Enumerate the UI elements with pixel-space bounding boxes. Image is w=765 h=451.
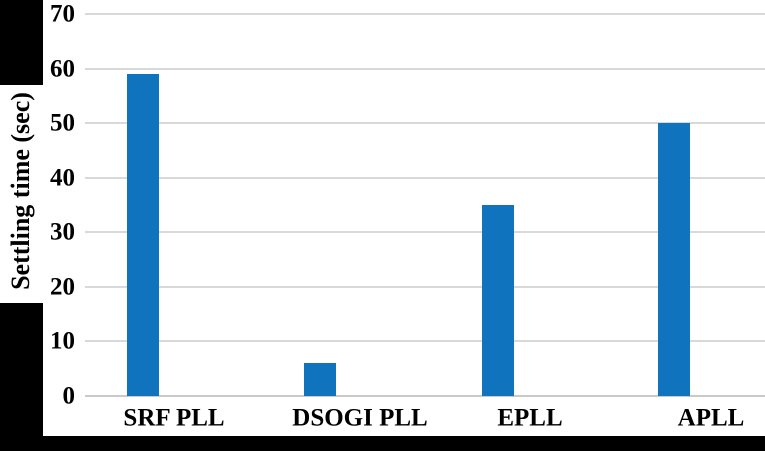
bar-epll — [482, 205, 514, 396]
x-category-label-apll: APLL — [677, 404, 745, 432]
bar-dsogi-pll — [304, 363, 336, 396]
y-tick-label-70: 70 — [50, 0, 75, 28]
gridline-y-50 — [85, 122, 765, 125]
y-tick-label-20: 20 — [50, 273, 75, 301]
gridline-y-10 — [85, 340, 765, 343]
bar-apll — [658, 123, 690, 396]
bottom-black-margin — [0, 436, 765, 451]
x-category-label-epll: EPLL — [497, 404, 563, 432]
gridline-y-70 — [85, 13, 765, 15]
y-tick-label-40: 40 — [50, 164, 75, 192]
x-axis-line — [85, 395, 765, 397]
y-tick-label-0: 0 — [62, 382, 76, 410]
left-top-black-margin — [0, 0, 43, 85]
y-axis-title: Settling time (sec) — [6, 92, 35, 290]
x-category-label-dsogi-pll: DSOGI PLL — [292, 404, 428, 432]
gridline-y-60 — [85, 67, 765, 70]
y-tick-label-60: 60 — [50, 55, 75, 83]
x-category-label-srf-pll: SRF PLL — [123, 404, 225, 432]
gridline-y-30 — [85, 231, 765, 234]
gridline-y-40 — [85, 176, 765, 179]
y-tick-label-50: 50 — [50, 109, 75, 137]
y-tick-label-30: 30 — [50, 218, 75, 246]
left-bottom-black-margin — [0, 303, 43, 451]
bar-srf-pll — [127, 74, 159, 396]
gridline-y-20 — [85, 285, 765, 288]
y-tick-label-10: 10 — [50, 327, 75, 355]
